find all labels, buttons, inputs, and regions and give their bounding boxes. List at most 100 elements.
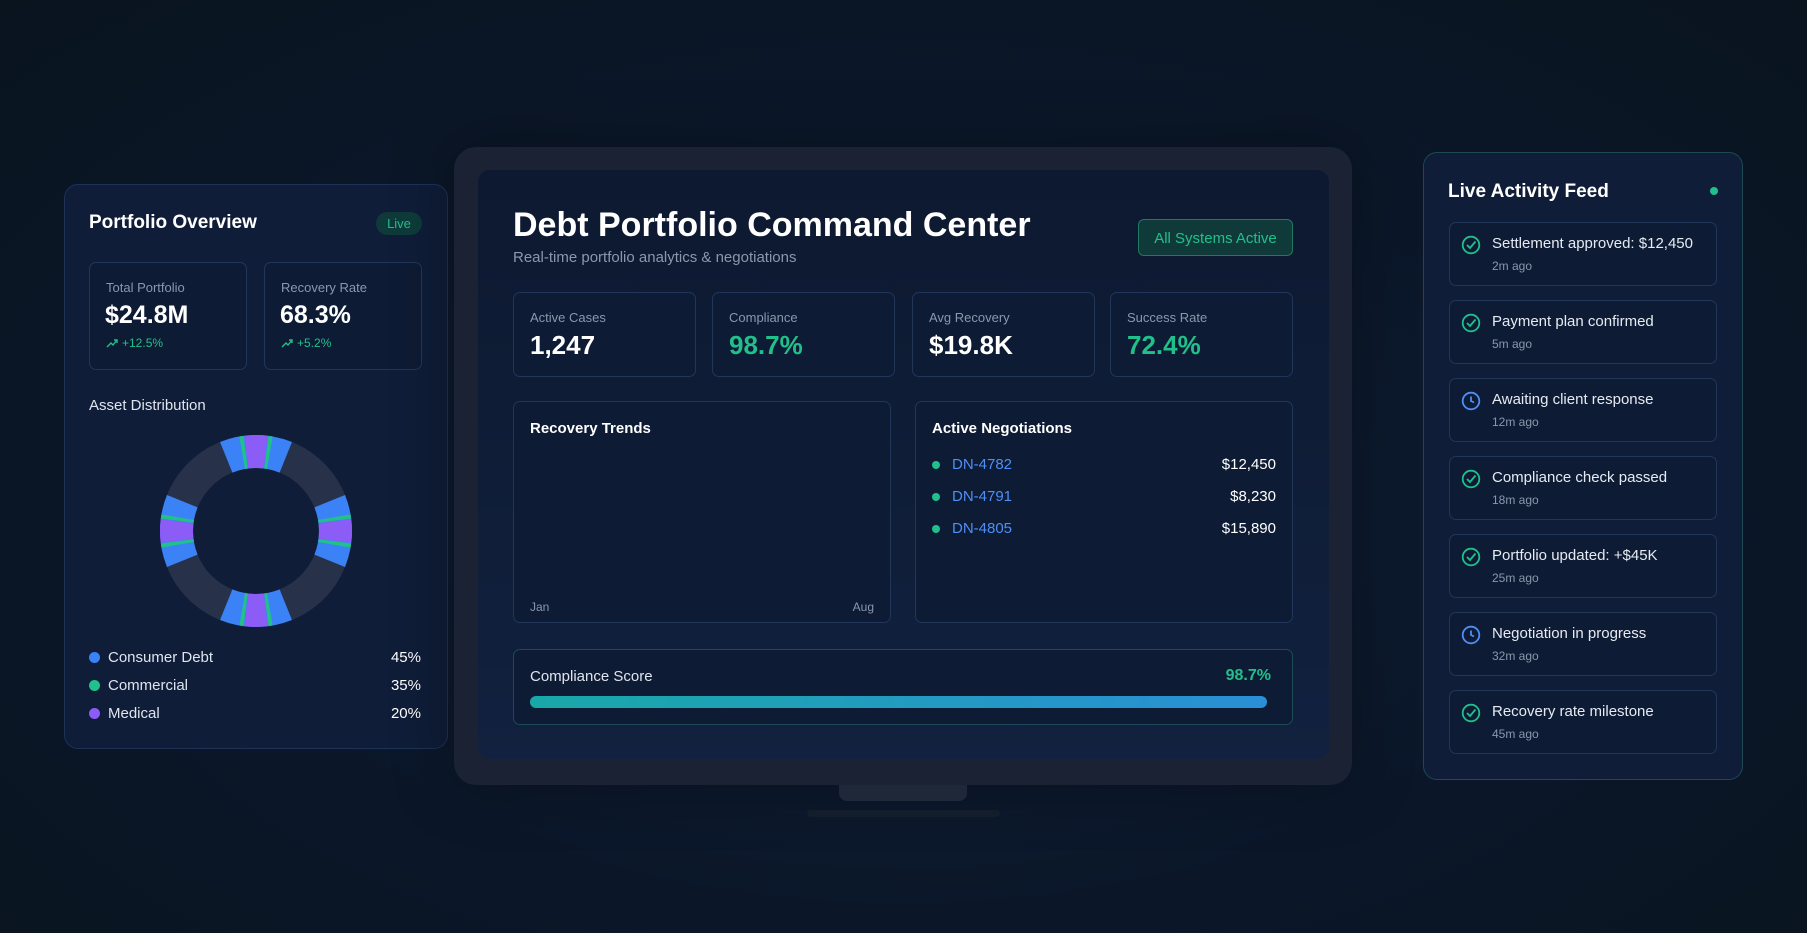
stat-label: Total Portfolio: [106, 280, 185, 295]
icon-ring: [1461, 547, 1481, 567]
check-icon: [1461, 313, 1481, 333]
kpi-box: [1110, 292, 1293, 377]
icon-ring: [1461, 235, 1481, 255]
dashboard-title: Debt Portfolio Command Center: [513, 206, 1031, 244]
donut-segment: [239, 593, 248, 627]
feed-item: [1449, 456, 1717, 520]
legend-value: 20%: [390, 705, 421, 722]
kpi-label: Avg Recovery: [929, 310, 1010, 325]
stat-value: $24.8M: [105, 301, 189, 329]
negotiation-amount: $15,890: [1221, 520, 1276, 537]
legend-label: Consumer Debt: [108, 649, 214, 666]
status-dot: [932, 461, 940, 469]
kpi-value: 98.7%: [729, 330, 803, 360]
clock-icon: [1461, 391, 1481, 411]
feed-item: [1449, 222, 1717, 286]
donut-segment: [318, 519, 352, 543]
legend-label: Medical: [108, 705, 160, 722]
panel-title: Active Negotiations: [932, 420, 1073, 437]
compliance-value: 98.7%: [1225, 667, 1271, 684]
kpi-label: Compliance: [729, 310, 798, 325]
live-badge: Live: [376, 212, 422, 235]
trend-icon: [281, 339, 293, 348]
trend-arrow: [114, 339, 118, 343]
icon-hands: [1470, 630, 1475, 638]
card-title: Live Activity Feed: [1448, 181, 1609, 202]
stat-change: +5.2%: [297, 336, 332, 350]
section-title: Asset Distribution: [89, 397, 206, 414]
donut-segment: [318, 514, 352, 523]
axis-label: Aug: [852, 600, 874, 614]
check-icon: [1461, 235, 1481, 255]
icon-check: [1466, 240, 1477, 250]
check-icon: [1461, 469, 1481, 489]
negotiation-amount: $8,230: [1230, 488, 1276, 505]
dashboard-subtitle: Real-time portfolio analytics & negotiat…: [513, 249, 797, 266]
donut: [160, 435, 352, 627]
clock-icon: [1461, 625, 1481, 645]
negotiation-id: DN-4791: [952, 488, 1013, 505]
stat-value: 68.3%: [280, 301, 351, 329]
kpi-value: 1,247: [530, 330, 596, 360]
donut-segment: [239, 435, 248, 469]
icon-ring: [1461, 391, 1481, 411]
feed-time: 45m ago: [1492, 727, 1539, 741]
compliance-panel: [513, 649, 1293, 725]
monitor-base: [807, 810, 1000, 817]
feed-item: [1449, 612, 1717, 676]
donut-segment: [264, 435, 273, 469]
icon-ring: [1461, 313, 1481, 333]
donut-track: [160, 435, 352, 627]
kpi-label: Active Cases: [530, 310, 606, 325]
stat-box: [89, 262, 247, 370]
negotiation-id: DN-4805: [952, 520, 1013, 537]
feed-text: Portfolio updated: +$45K: [1492, 547, 1658, 564]
icon-check: [1466, 708, 1477, 718]
icon-check: [1466, 552, 1477, 562]
kpi-box: [912, 292, 1095, 377]
icon-hands: [1470, 396, 1475, 404]
stat-label: Recovery Rate: [281, 280, 367, 295]
legend-value: 35%: [390, 677, 421, 694]
icon-check: [1466, 318, 1477, 328]
feed-time: 5m ago: [1492, 337, 1533, 351]
donut-segment: [160, 519, 194, 543]
status-badge: All Systems Active: [1138, 219, 1293, 256]
trend-icon: [106, 339, 118, 348]
kpi-value: 72.4%: [1127, 330, 1201, 360]
donut-segment: [318, 539, 352, 548]
negotiation-id: DN-4782: [952, 456, 1013, 473]
legend-dot: [89, 708, 100, 719]
feed-time: 18m ago: [1492, 493, 1539, 507]
trend-line: [281, 339, 293, 348]
live-dot: [1710, 187, 1718, 195]
stat-change: +12.5%: [122, 336, 164, 350]
trend-arrow: [289, 339, 293, 343]
donut-segment: [244, 435, 268, 469]
feed-time: 2m ago: [1492, 259, 1533, 273]
feed-time: 25m ago: [1492, 571, 1539, 585]
compliance-label: Compliance Score: [530, 668, 653, 685]
feed-text: Negotiation in progress: [1492, 625, 1647, 642]
trend-line: [106, 339, 118, 348]
feed-text: Compliance check passed: [1492, 469, 1668, 486]
check-icon: [1461, 703, 1481, 723]
donut-segment: [244, 593, 268, 627]
icon-ring: [1461, 703, 1481, 723]
kpi-box: [513, 292, 696, 377]
status-dot: [932, 525, 940, 533]
card-title: Portfolio Overview: [89, 212, 257, 233]
legend-dot: [89, 652, 100, 663]
monitor-stand: [839, 785, 967, 801]
compliance-bar: [530, 696, 1267, 708]
legend-dot: [89, 680, 100, 691]
feed-time: 32m ago: [1492, 649, 1539, 663]
kpi-label: Success Rate: [1127, 310, 1208, 325]
feed-text: Recovery rate milestone: [1492, 703, 1654, 720]
icon-check: [1466, 474, 1477, 484]
legend-label: Commercial: [108, 677, 189, 694]
check-icon: [1461, 547, 1481, 567]
icon-ring: [1461, 625, 1481, 645]
